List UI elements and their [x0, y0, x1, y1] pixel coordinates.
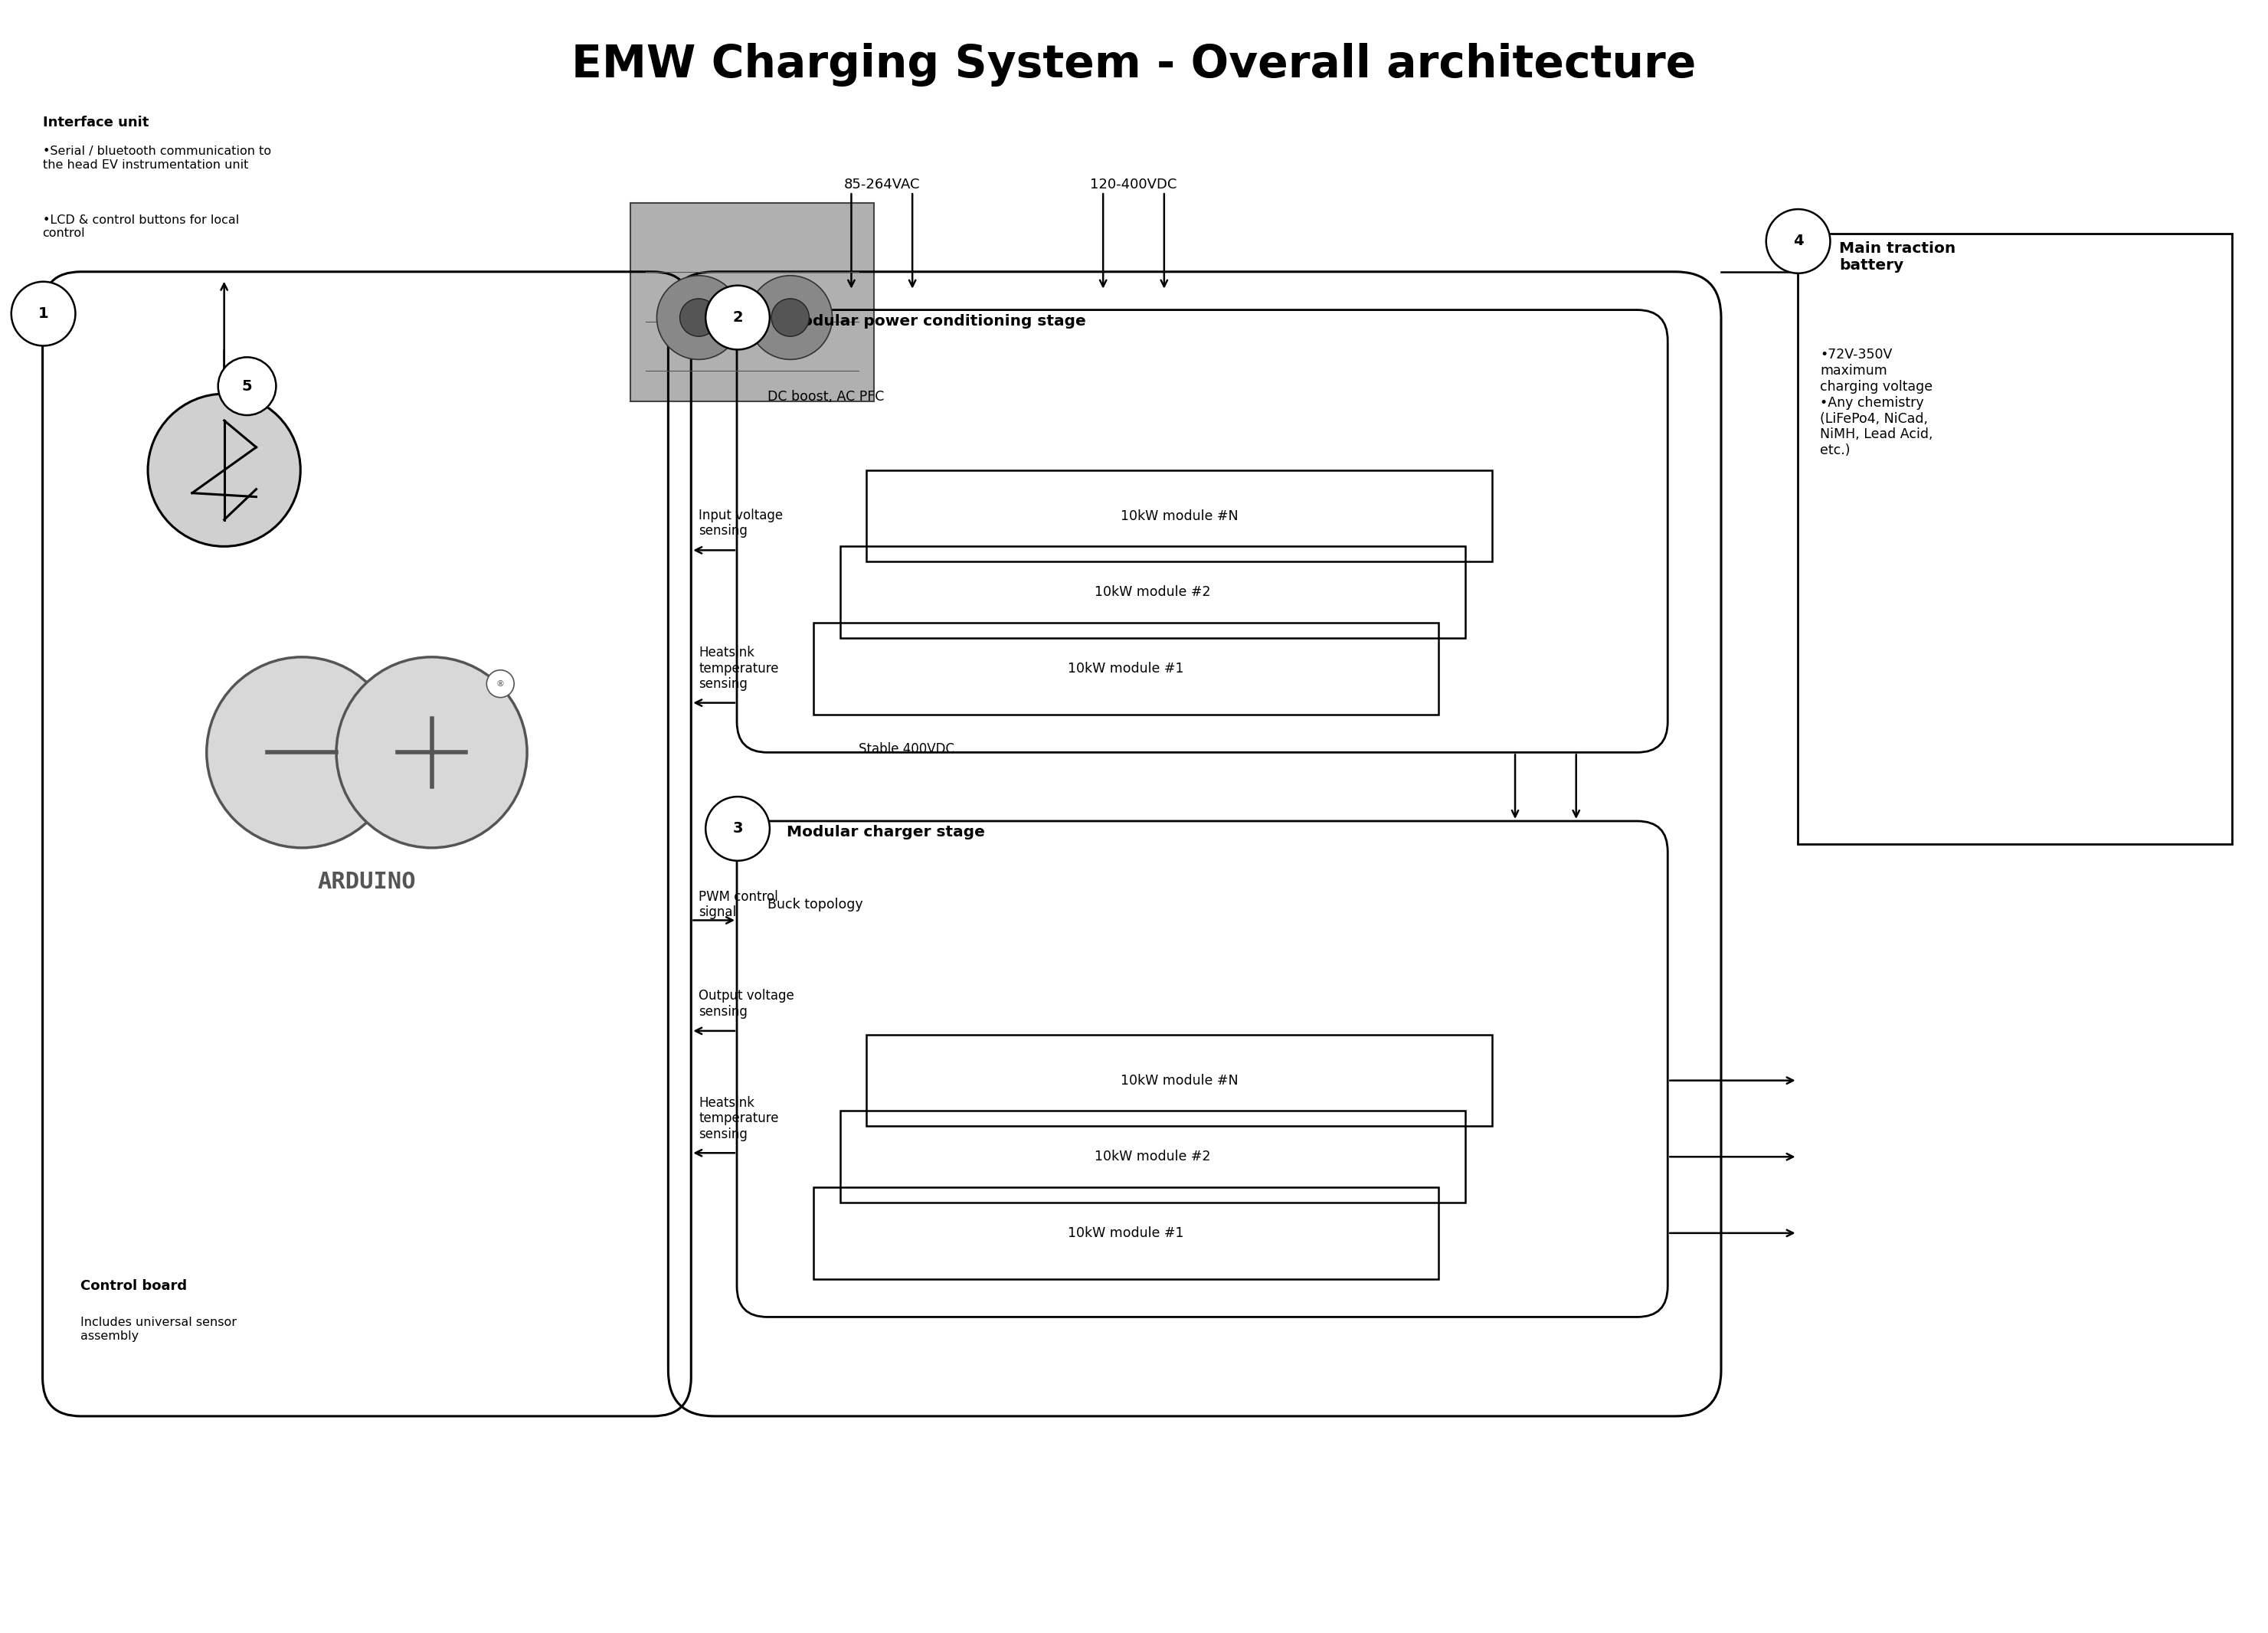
Text: •LCD & control buttons for local
control: •LCD & control buttons for local control: [43, 214, 238, 240]
Text: 10kW module #1: 10kW module #1: [1068, 1226, 1184, 1239]
Circle shape: [11, 281, 75, 346]
Bar: [866, 1035, 1492, 1127]
Circle shape: [488, 670, 515, 697]
Bar: [1799, 234, 2232, 844]
Text: 10kW module #2: 10kW module #2: [1095, 1150, 1211, 1164]
Text: Interface unit: Interface unit: [43, 116, 150, 129]
Text: EMW Charging System - Overall architecture: EMW Charging System - Overall architectu…: [572, 42, 1696, 87]
Text: 5: 5: [243, 379, 252, 394]
Bar: [839, 547, 1465, 639]
Text: Modular charger stage: Modular charger stage: [787, 825, 984, 839]
Text: Buck topology: Buck topology: [767, 898, 862, 911]
Bar: [631, 202, 873, 402]
Text: 10kW module #N: 10kW module #N: [1120, 509, 1238, 523]
Circle shape: [748, 276, 832, 359]
Text: 120-400VDC: 120-400VDC: [1091, 178, 1177, 191]
Circle shape: [336, 656, 526, 848]
Text: 2: 2: [733, 310, 744, 325]
Text: 10kW module #2: 10kW module #2: [1095, 585, 1211, 599]
Text: 10kW module #N: 10kW module #N: [1120, 1073, 1238, 1088]
Circle shape: [658, 276, 742, 359]
Circle shape: [147, 394, 299, 547]
Text: Output voltage
sensing: Output voltage sensing: [699, 990, 794, 1019]
Text: 3: 3: [733, 821, 744, 836]
Text: Main traction
battery: Main traction battery: [1839, 242, 1955, 273]
Bar: [814, 1187, 1438, 1279]
Text: 1: 1: [39, 307, 48, 322]
Bar: [839, 1110, 1465, 1202]
Circle shape: [1767, 209, 1830, 273]
Text: ARDUINO: ARDUINO: [318, 870, 415, 893]
Text: PWM control
signal: PWM control signal: [699, 890, 778, 919]
Circle shape: [705, 797, 769, 861]
Circle shape: [206, 656, 397, 848]
Text: Heatsink
temperature
sensing: Heatsink temperature sensing: [699, 1096, 778, 1141]
Text: Stable 400VDC: Stable 400VDC: [860, 743, 955, 756]
Text: Control board: Control board: [82, 1279, 188, 1293]
Bar: [814, 622, 1438, 714]
Text: •Serial / bluetooth communication to
the head EV instrumentation unit: •Serial / bluetooth communication to the…: [43, 145, 270, 171]
Text: Includes universal sensor
assembly: Includes universal sensor assembly: [82, 1316, 236, 1342]
Circle shape: [680, 299, 717, 336]
Text: Heatsink
temperature
sensing: Heatsink temperature sensing: [699, 645, 778, 691]
Text: Input voltage
sensing: Input voltage sensing: [699, 508, 782, 537]
Text: ®: ®: [497, 679, 503, 687]
Text: Modular power conditioning stage: Modular power conditioning stage: [787, 314, 1086, 328]
Circle shape: [218, 358, 277, 415]
Bar: [866, 470, 1492, 562]
Text: DC boost, AC PFC: DC boost, AC PFC: [767, 390, 885, 403]
Circle shape: [705, 286, 769, 349]
Circle shape: [771, 299, 810, 336]
Text: •72V-350V
maximum
charging voltage
•Any chemistry
(LiFePo4, NiCad,
NiMH, Lead Ac: •72V-350V maximum charging voltage •Any …: [1821, 348, 1932, 457]
Text: 10kW module #1: 10kW module #1: [1068, 661, 1184, 676]
Text: 85-264VAC: 85-264VAC: [844, 178, 921, 191]
Text: 4: 4: [1794, 234, 1803, 248]
